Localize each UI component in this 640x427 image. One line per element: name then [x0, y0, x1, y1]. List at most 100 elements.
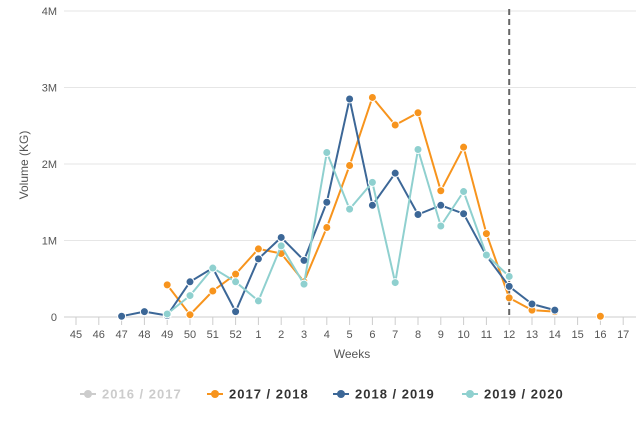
y-tick-label: 3M	[42, 83, 57, 95]
data-point[interactable]	[390, 278, 400, 288]
series-lines	[117, 92, 605, 321]
x-tick-label: 50	[184, 329, 196, 341]
data-point[interactable]	[139, 307, 149, 317]
legend-label: 2018 / 2019	[355, 387, 435, 402]
series-line	[166, 96, 555, 316]
x-tick-label: 2	[278, 329, 284, 341]
data-point[interactable]	[595, 311, 605, 321]
data-point[interactable]	[390, 120, 400, 130]
series-1	[162, 92, 605, 321]
data-point[interactable]	[185, 291, 195, 301]
x-tick-label: 16	[594, 329, 606, 341]
data-point[interactable]	[185, 277, 195, 287]
data-point[interactable]	[322, 148, 332, 158]
x-tick-label: 7	[392, 329, 398, 341]
x-axis-title: Weeks	[334, 347, 370, 361]
series-2	[117, 94, 560, 321]
legend-label: 2019 / 2020	[484, 387, 564, 402]
x-tick-label: 8	[415, 329, 421, 341]
x-tick-label: 46	[93, 329, 105, 341]
legend-swatch-marker	[211, 390, 219, 398]
data-point[interactable]	[459, 209, 469, 219]
data-point[interactable]	[208, 263, 218, 273]
legend-label: 2017 / 2018	[229, 387, 309, 402]
data-point[interactable]	[367, 177, 377, 187]
y-axis-ticks: 0 1M 2M 3M 4M	[42, 6, 57, 324]
legend-swatch-marker	[84, 390, 92, 398]
data-point[interactable]	[231, 277, 241, 287]
data-point[interactable]	[436, 221, 446, 231]
x-tick-label: 4	[324, 329, 330, 341]
y-tick-label: 4M	[42, 6, 57, 18]
data-point[interactable]	[436, 186, 446, 196]
legend-label: 2016 / 2017	[102, 387, 182, 402]
x-tick-label: 1	[255, 329, 261, 341]
x-tick-label: 9	[438, 329, 444, 341]
data-point[interactable]	[162, 309, 172, 319]
data-point[interactable]	[345, 94, 355, 104]
data-point[interactable]	[367, 200, 377, 210]
data-point[interactable]	[413, 144, 423, 154]
data-point[interactable]	[504, 293, 514, 303]
x-tick-label: 49	[161, 329, 173, 341]
x-tick-label: 51	[207, 329, 219, 341]
data-point[interactable]	[390, 168, 400, 178]
data-point[interactable]	[253, 296, 263, 306]
data-point[interactable]	[550, 305, 560, 315]
x-tick-label: 11	[481, 329, 492, 341]
legend-swatch-marker	[337, 390, 345, 398]
data-point[interactable]	[413, 209, 423, 219]
x-axis-ticks: 45 46 47 48 49 50 51 52 1 2 3 4 5 6 7 8 9 10 11 12 13 14 15 16 1…	[70, 317, 629, 341]
data-point[interactable]	[504, 281, 514, 291]
x-tick-label: 14	[549, 329, 561, 341]
data-point[interactable]	[459, 187, 469, 197]
x-tick-label: 12	[503, 329, 515, 341]
data-point[interactable]	[299, 279, 309, 289]
data-point[interactable]	[322, 197, 332, 207]
data-point[interactable]	[413, 108, 423, 118]
data-point[interactable]	[231, 307, 241, 317]
data-point[interactable]	[276, 232, 286, 242]
data-point[interactable]	[504, 271, 514, 281]
x-tick-label: 17	[617, 329, 629, 341]
data-point[interactable]	[162, 280, 172, 290]
x-tick-label: 15	[571, 329, 583, 341]
data-point[interactable]	[436, 200, 446, 210]
data-point[interactable]	[481, 229, 491, 239]
legend-swatch-marker	[466, 390, 474, 398]
data-point[interactable]	[481, 250, 491, 260]
data-point[interactable]	[345, 204, 355, 214]
x-tick-label: 13	[526, 329, 538, 341]
data-point[interactable]	[345, 161, 355, 171]
x-tick-label: 45	[70, 329, 82, 341]
series-3	[162, 144, 514, 319]
data-point[interactable]	[459, 142, 469, 152]
x-tick-label: 3	[301, 329, 307, 341]
data-point[interactable]	[276, 241, 286, 251]
series-line	[166, 148, 510, 315]
data-point[interactable]	[253, 244, 263, 254]
y-tick-label: 1M	[42, 236, 57, 248]
data-point[interactable]	[208, 286, 218, 296]
legend-item[interactable]: 2018 / 2019	[333, 387, 435, 402]
data-point[interactable]	[231, 269, 241, 279]
legend: 2016 / 2017 2017 / 2018 2018 / 2019 2019 / …	[80, 387, 564, 402]
legend-item[interactable]: 2019 / 2020	[462, 387, 564, 402]
data-point[interactable]	[527, 299, 537, 309]
data-point[interactable]	[117, 311, 127, 321]
x-tick-label: 10	[457, 329, 469, 341]
x-tick-label: 48	[138, 329, 150, 341]
legend-item[interactable]: 2017 / 2018	[207, 387, 309, 402]
y-axis-title: Volume (KG)	[17, 131, 31, 200]
data-point[interactable]	[367, 92, 377, 102]
x-tick-label: 47	[115, 329, 127, 341]
legend-item[interactable]: 2016 / 2017	[80, 387, 182, 402]
data-point[interactable]	[322, 222, 332, 232]
x-tick-label: 5	[347, 329, 353, 341]
y-tick-label: 2M	[42, 159, 57, 171]
data-point[interactable]	[185, 310, 195, 320]
y-tick-label: 0	[51, 312, 57, 324]
x-tick-label: 52	[229, 329, 241, 341]
data-point[interactable]	[253, 254, 263, 264]
